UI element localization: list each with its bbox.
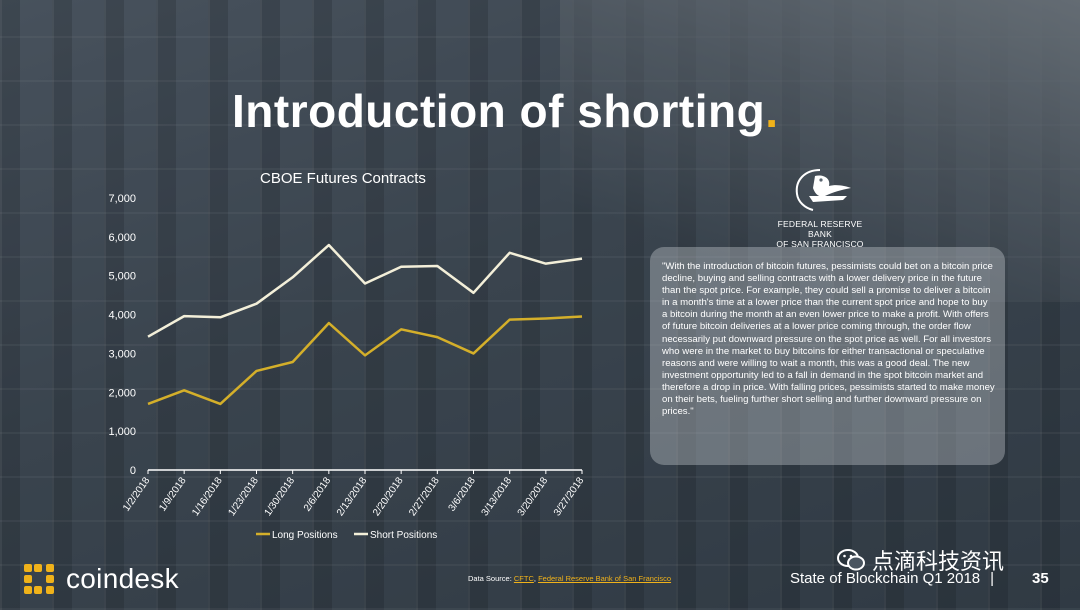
y-tick-label: 7,000 (108, 193, 136, 205)
footer-report: State of Blockchain Q1 2018 | (790, 570, 995, 587)
y-tick-label: 2,000 (108, 387, 136, 399)
federal-reserve-logo: FEDERAL RESERVE BANK OF SAN FRANCISCO (770, 166, 870, 249)
x-tick-label: 1/30/2018 (263, 475, 298, 518)
eagle-icon (795, 169, 851, 211)
data-source: Data Source: CFTC, Federal Reserve Bank … (468, 574, 672, 583)
x-tick-label: 2/20/2018 (371, 475, 406, 518)
watermark: 点滴科技资讯 (836, 544, 1004, 576)
y-tick-label: 5,000 (108, 271, 136, 283)
source-link-cftc[interactable]: CFTC (513, 574, 534, 583)
chart-title: CBOE Futures Contracts (260, 170, 426, 187)
x-tick-label: 3/6/2018 (447, 475, 479, 514)
y-tick-label: 0 (130, 465, 136, 477)
series-line (147, 315, 583, 406)
x-tick-label: 3/13/2018 (480, 475, 515, 518)
title-accent-dot: . (765, 85, 779, 137)
fed-name-line2: OF SAN FRANCISCO (776, 239, 864, 249)
x-tick-label: 1/16/2018 (190, 475, 225, 518)
slide-title: Introduction of shorting. (232, 85, 779, 137)
coindesk-mark-icon (24, 564, 54, 594)
x-tick-label: 2/13/2018 (335, 475, 370, 518)
y-tick-label: 6,000 (108, 232, 136, 244)
source-link-fed[interactable]: Federal Reserve Bank of San Francisco (538, 574, 672, 583)
coindesk-wordmark: coindesk (66, 563, 179, 594)
y-tick-label: 3,000 (108, 348, 136, 360)
x-tick-label: 2/27/2018 (407, 475, 442, 518)
page-number: 35 (1032, 570, 1049, 587)
legend-label: Short Positions (370, 530, 437, 541)
y-tick-label: 4,000 (108, 310, 136, 322)
x-tick-label: 1/23/2018 (226, 475, 261, 518)
x-tick-label: 1/9/2018 (157, 475, 189, 514)
quote-box: "With the introduction of bitcoin future… (650, 247, 1005, 465)
x-tick-label: 3/27/2018 (552, 475, 587, 518)
wechat-icon (837, 549, 865, 571)
y-tick-label: 1,000 (108, 426, 136, 438)
x-tick-label: 2/6/2018 (302, 475, 334, 514)
coindesk-logo: coindesk (22, 562, 179, 596)
x-tick-label: 3/20/2018 (516, 475, 551, 518)
fed-name-line1: FEDERAL RESERVE BANK (777, 219, 863, 239)
series-line (147, 243, 583, 338)
legend-label: Long Positions (272, 530, 338, 541)
x-tick-label: 1/2/2018 (121, 475, 153, 514)
